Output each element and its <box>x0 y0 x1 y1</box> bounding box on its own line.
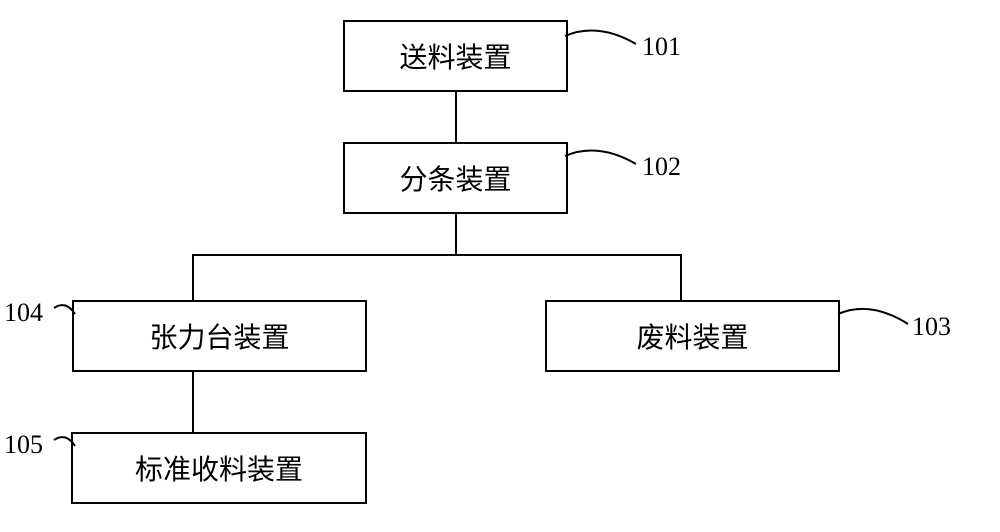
node-label: 张力台装置 <box>149 316 289 356</box>
node-label: 废料装置 <box>636 316 748 356</box>
ref-number: 103 <box>912 312 951 341</box>
node-standard-collection-device: 标准收料装置 <box>71 432 367 504</box>
ref-number: 105 <box>4 430 43 459</box>
ref-number: 101 <box>642 32 681 61</box>
edge <box>455 92 457 142</box>
edge <box>680 254 682 300</box>
edge <box>192 372 194 432</box>
ref-number: 104 <box>4 298 43 327</box>
edge <box>192 254 682 256</box>
ref-label-101: 101 <box>642 32 681 62</box>
node-feeding-device: 送料装置 <box>343 20 568 92</box>
edge <box>455 214 457 254</box>
edge <box>192 254 194 300</box>
ref-label-103: 103 <box>912 312 951 342</box>
node-label: 分条装置 <box>399 158 511 198</box>
node-label: 送料装置 <box>399 36 511 76</box>
ref-number: 102 <box>642 152 681 181</box>
ref-label-102: 102 <box>642 152 681 182</box>
node-tension-table-device: 张力台装置 <box>72 300 367 372</box>
node-slitting-device: 分条装置 <box>343 142 568 214</box>
ref-label-104: 104 <box>4 298 43 328</box>
node-waste-device: 废料装置 <box>545 300 840 372</box>
ref-label-105: 105 <box>4 430 43 460</box>
node-label: 标准收料装置 <box>135 448 303 488</box>
